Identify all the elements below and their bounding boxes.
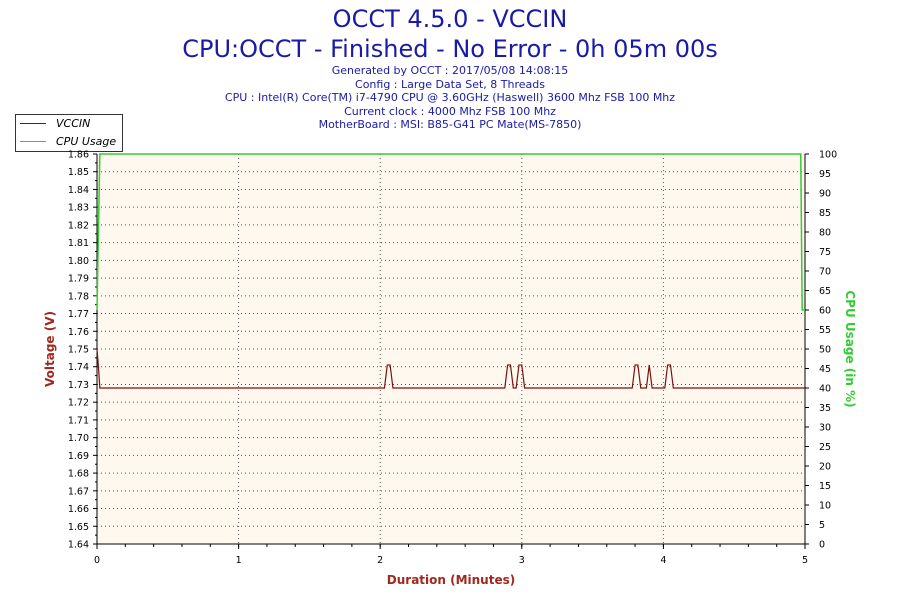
y-tick-label: 1.67: [68, 486, 89, 497]
y-tick-label: 1.71: [68, 415, 89, 426]
axes: 1.64 1.65 1.66 1.67 1.68 1.69 1.70 1.71 1.72 1.73…: [68, 150, 837, 567]
y-tick-label: 1.81: [68, 238, 89, 249]
y2-tick-label: 5: [819, 520, 825, 531]
y-tick-label: 1.82: [68, 220, 89, 231]
series-line-cpu-usage: [96, 153, 805, 311]
y-axis-label: Voltage (V): [43, 311, 57, 387]
y2-tick-label: 45: [819, 364, 831, 375]
y2-tick-label: 30: [819, 423, 831, 434]
info-clock: Current clock : 4000 Mhz FSB 100 Mhz: [344, 104, 556, 118]
x-tick-label: 4: [660, 555, 666, 566]
y-tick-label: 1.74: [68, 362, 89, 373]
y-tick-label: 1.79: [68, 274, 89, 285]
y2-tick-label: 75: [819, 247, 831, 258]
y-tick-label: 1.64: [68, 540, 89, 551]
y2-axis-label: CPU Usage (in %): [843, 290, 857, 407]
y2-tick-label: 90: [819, 189, 831, 200]
y-tick-label: 1.69: [68, 451, 89, 462]
y2-tick-label: 35: [819, 403, 831, 414]
chart-title: OCCT 4.5.0 - VCCIN: [332, 5, 568, 33]
y2-tick-label: 85: [819, 208, 831, 219]
y-tick-label: 1.72: [68, 398, 89, 409]
y-tick-label: 1.80: [68, 256, 89, 267]
y-tick-label: 1.78: [68, 291, 89, 302]
y-tick-label: 1.86: [68, 150, 89, 161]
y-tick-label: 1.68: [68, 469, 89, 480]
y-tick-label: 1.70: [68, 433, 89, 444]
plot-area: [97, 154, 805, 544]
y2-tick-label: 20: [819, 462, 831, 473]
info-cpu: CPU : Intel(R) Core(TM) i7-4790 CPU @ 3.…: [224, 91, 676, 104]
y2-tick-label: 25: [819, 442, 831, 453]
legend-item-vccin: VCCIN: [16, 115, 122, 133]
x-axis-label: Duration (Minutes): [387, 573, 515, 587]
info-config: Config : Large Data Set, 8 Threads: [355, 77, 545, 91]
y2-tick-label: 10: [819, 501, 831, 512]
legend-label-cpu-usage: CPU Usage: [56, 135, 117, 148]
y2-tick-label: 65: [819, 286, 831, 297]
grid: [97, 154, 805, 544]
legend: VCCIN CPU Usage: [15, 114, 123, 152]
x-tick-label: 3: [519, 555, 525, 566]
y-tick-label: 1.83: [68, 203, 89, 214]
y-tick-label: 1.65: [68, 522, 89, 533]
y-tick-label: 1.73: [68, 380, 89, 391]
legend-label-vccin: VCCIN: [56, 117, 91, 130]
x-tick-label: 5: [802, 555, 808, 566]
y2-tick-label: 70: [819, 267, 831, 278]
y2-tick-label: 60: [819, 306, 831, 317]
x-tick-label: 1: [236, 555, 242, 566]
y2-tick-label: 80: [819, 228, 831, 239]
y-tick-label: 1.66: [68, 504, 89, 515]
y2-tick-label: 95: [819, 169, 831, 180]
info-motherboard: MotherBoard : MSI: B85-G41 PC Mate(MS-78…: [318, 118, 582, 131]
y2-tick-label: 100: [819, 150, 837, 161]
x-tick-label: 0: [94, 555, 100, 566]
title-block: OCCT 4.5.0 - VCCIN CPU:OCCT - Finished -…: [0, 4, 900, 132]
y-tick-label: 1.77: [68, 309, 89, 320]
info-generated: Generated by OCCT : 2017/05/08 14:08:15: [331, 64, 569, 77]
y2-tick-label: 0: [819, 540, 825, 551]
y2-tick-label: 15: [819, 481, 831, 492]
legend-swatch-vccin: [20, 123, 46, 124]
x-tick-label: 2: [377, 555, 383, 566]
legend-swatch-cpu-usage: [20, 141, 46, 142]
y2-tick-label: 50: [819, 345, 831, 356]
y-tick-label: 1.75: [68, 345, 89, 356]
y-tick-label: 1.76: [68, 327, 89, 338]
series-layer: [96, 153, 805, 389]
y-tick-label: 1.85: [68, 167, 89, 178]
legend-item-cpu-usage: CPU Usage: [16, 133, 122, 151]
y2-tick-label: 40: [819, 384, 831, 395]
y-tick-label: 1.84: [68, 185, 89, 196]
chart-subtitle: CPU:OCCT - Finished - No Error - 0h 05m …: [182, 35, 718, 63]
y2-tick-label: 55: [819, 325, 831, 336]
series-line-vccin: [96, 348, 805, 389]
